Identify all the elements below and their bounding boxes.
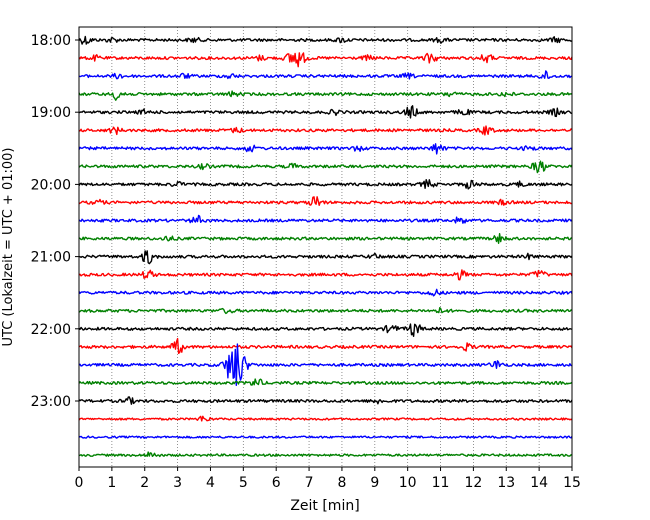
seismic-trace	[78, 307, 573, 315]
seismic-trace	[78, 288, 573, 297]
y-tick-label: 19:00	[31, 105, 71, 121]
seismic-trace	[78, 143, 573, 155]
y-tick-label: 22:00	[31, 322, 71, 338]
grid-layer	[111, 27, 540, 467]
plot-frame	[78, 26, 573, 468]
x-tick-label: 12	[464, 475, 482, 491]
seismic-trace	[78, 70, 573, 80]
seismic-trace	[78, 269, 573, 281]
x-tick-label: 4	[206, 475, 215, 491]
x-tick-label: 9	[370, 475, 379, 491]
seismic-trace	[78, 396, 573, 405]
y-axis-label: UTC (Lokalzeit = UTC + 01:00)	[1, 148, 16, 347]
y-tick-label: 18:00	[31, 33, 71, 49]
seismic-trace	[78, 250, 573, 265]
x-tick-label: 11	[432, 475, 450, 491]
x-tick-label: 7	[305, 475, 314, 491]
y-tick-label: 23:00	[31, 394, 71, 410]
x-axis: 0 1 2 3 4 5 6 7 8 9 10 11 12 13 14 15	[75, 467, 581, 491]
seismic-trace	[78, 52, 573, 68]
seismic-trace	[78, 160, 573, 174]
seismic-trace	[78, 105, 573, 119]
y-tick-label: 21:00	[31, 250, 71, 266]
x-tick-label: 10	[399, 475, 417, 491]
seismic-trace	[78, 415, 573, 422]
seismic-trace	[78, 196, 573, 206]
seismic-trace	[78, 323, 573, 337]
x-tick-label: 6	[272, 475, 281, 491]
seismic-trace	[78, 90, 573, 101]
x-tick-label: 13	[497, 475, 515, 491]
y-axis: 18:00 19:00 20:00 21:00 22:00 23:00	[31, 33, 79, 410]
seismic-trace	[78, 451, 573, 458]
x-tick-label: 14	[530, 475, 548, 491]
seismic-trace	[78, 214, 573, 224]
y-tick-label: 20:00	[31, 177, 71, 193]
seismic-trace	[78, 343, 573, 386]
seismic-trace	[78, 378, 573, 386]
x-tick-label: 15	[563, 475, 581, 491]
x-tick-label: 5	[239, 475, 248, 491]
x-tick-label: 8	[337, 475, 346, 491]
seismic-trace	[78, 35, 573, 45]
x-tick-label: 1	[107, 475, 116, 491]
seismic-trace	[78, 435, 573, 439]
trace-layer	[78, 35, 573, 458]
seismic-trace	[78, 125, 573, 136]
seismic-trace	[78, 179, 573, 190]
seismic-trace	[78, 233, 573, 244]
x-tick-label: 0	[75, 475, 84, 491]
x-tick-label: 3	[173, 475, 182, 491]
x-tick-label: 2	[140, 475, 149, 491]
seismic-trace	[78, 337, 573, 354]
x-axis-label: Zeit [min]	[290, 498, 359, 514]
